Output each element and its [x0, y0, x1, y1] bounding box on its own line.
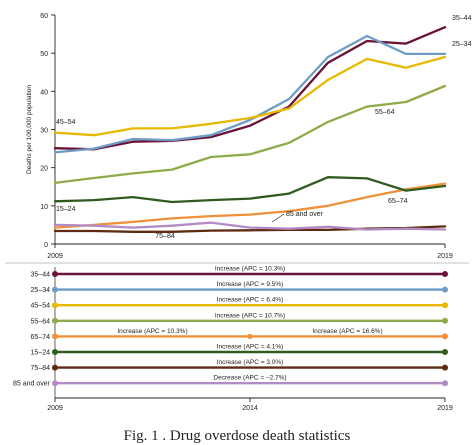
end-marker — [442, 349, 448, 355]
end-marker — [442, 364, 448, 371]
label-leader-line — [271, 213, 285, 223]
x-tick-label: 2019 — [437, 253, 453, 260]
annotation-bg — [207, 263, 293, 272]
row-label: 55–64 — [31, 318, 51, 325]
x-tick-label: 2009 — [47, 253, 63, 260]
annotation-bg — [209, 341, 291, 350]
trend-row-35-44: 35–44 Increase (APC = 10.3%) — [31, 263, 448, 279]
annotation-bg — [110, 325, 195, 335]
start-marker — [52, 317, 58, 324]
trend-annotation: Increase (APC = 3.0%) — [217, 359, 284, 366]
y-tick-label: 40 — [40, 89, 48, 96]
y-axis-label: Deaths per 100,000 population — [26, 85, 33, 174]
annotation-bg — [209, 294, 291, 304]
annotation-bg — [305, 325, 390, 335]
series-line-25-34 — [53, 34, 447, 154]
trend-annotation: Decrease (APC = –2.7%) — [213, 375, 286, 382]
line-chart-overdose-rates: 0 10 20 30 40 50 60 2009 2019 Deaths per 100,000 … — [26, 13, 472, 260]
trend-row-65-74: 65–74 Increase (APC = 10.3%) Increase (APC… — [31, 325, 448, 341]
x-tick-label: 2009 — [47, 405, 63, 412]
annotation-bg — [207, 310, 293, 319]
start-marker — [52, 380, 58, 387]
y-tick-label: 30 — [40, 128, 48, 135]
y-tick-label: 0 — [44, 242, 48, 249]
x-tick-label: 2014 — [242, 405, 258, 412]
series-label-15-24: 15–24 — [56, 206, 76, 213]
row-label: 45–54 — [31, 303, 51, 310]
end-marker — [442, 333, 448, 340]
y-tick-label: 20 — [40, 166, 48, 173]
x-tick-label: 2019 — [437, 405, 453, 412]
row-label: 25–34 — [31, 287, 51, 294]
end-marker — [442, 271, 448, 277]
row-label: 35–44 — [31, 272, 51, 279]
trend-annotation: Increase (APC = 4.1%) — [217, 344, 284, 351]
row-label: 85 and over — [13, 381, 51, 388]
start-marker — [52, 271, 58, 277]
series-label-35-44: 35–44 — [452, 15, 472, 22]
start-marker — [52, 349, 58, 355]
row-label: 75–84 — [31, 365, 51, 372]
end-marker — [442, 317, 448, 324]
trend-row-85-and-over: 85 and over Decrease (APC = –2.7%) — [13, 372, 448, 388]
series-label-75-84: 75–84 — [155, 233, 175, 240]
figure-caption: Fig. 1 . Drug overdose death statistics — [123, 428, 351, 444]
series-label-65-74: 65–74 — [388, 198, 408, 205]
start-marker — [52, 286, 58, 293]
series-line-15-24 — [53, 176, 447, 204]
annotation-bg — [209, 279, 291, 288]
trend-annotation: Increase (APC = 6.4%) — [217, 297, 284, 304]
series-label-85-and-over: 85 and over — [286, 211, 324, 218]
series-label-45-54: 45–54 — [56, 119, 76, 126]
series-line-55-64 — [53, 84, 447, 185]
y-tick-label: 50 — [40, 51, 48, 58]
series-label-55-64: 55–64 — [375, 109, 395, 116]
trend-annotation: Increase (APC = 16.6%) — [312, 328, 382, 335]
row-label: 15–24 — [31, 350, 51, 357]
trend-row-25-34: 25–34 Increase (APC = 9.5%) — [31, 279, 448, 294]
trend-annotation: Increase (APC = 10.3%) — [117, 328, 187, 335]
series-line-85-and-over — [53, 221, 447, 231]
end-marker — [442, 380, 448, 387]
trend-row-75-84: 75–84 Increase (APC = 3.0%) — [31, 357, 448, 372]
y-tick-label: 10 — [40, 204, 48, 211]
trend-annotation: Increase (APC = 10.3%) — [215, 266, 285, 273]
breakpoint-marker — [247, 333, 253, 339]
trend-annotation: Increase (APC = 10.7%) — [215, 312, 285, 319]
series-line-45-54 — [53, 55, 447, 137]
trend-annotation: Increase (APC = 9.5%) — [217, 281, 284, 288]
end-marker — [442, 302, 448, 309]
y-tick-label: 60 — [40, 13, 48, 20]
start-marker — [52, 364, 58, 371]
trend-row-15-24: 15–24 Increase (APC = 4.1%) — [31, 341, 448, 357]
trend-row-45-54: 45–54 Increase (APC = 6.4%) — [31, 294, 448, 310]
row-label: 65–74 — [31, 334, 51, 341]
end-marker — [442, 286, 448, 293]
start-marker — [52, 333, 58, 340]
annotation-bg — [209, 357, 291, 366]
trend-row-55-64: 55–64 Increase (APC = 10.7%) — [31, 310, 448, 325]
start-marker — [52, 302, 58, 309]
series-label-25-34: 25–34 — [452, 41, 472, 48]
trend-segments-chart: 35–44 Increase (APC = 10.3%) 25–34 Increase… — [5, 262, 469, 412]
series-line-65-74 — [53, 182, 447, 229]
annotation-bg — [207, 372, 293, 382]
